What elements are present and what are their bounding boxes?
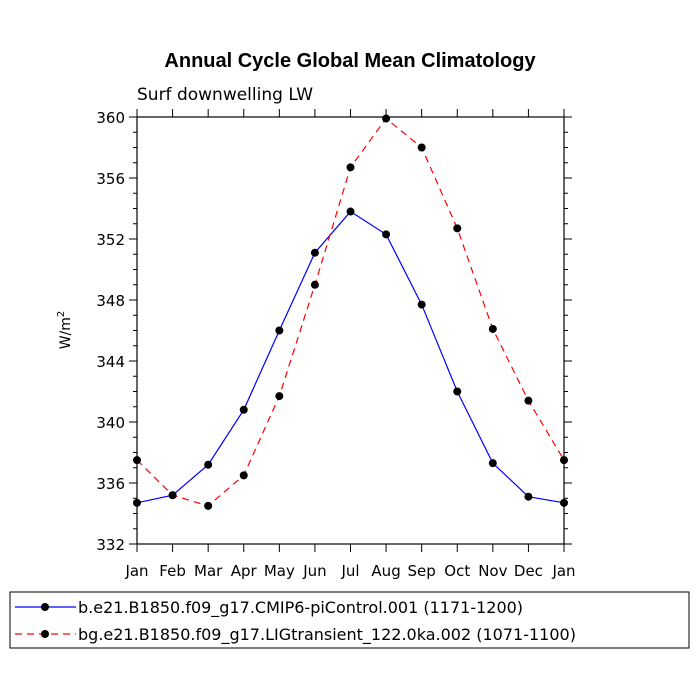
series-1-point xyxy=(453,387,462,396)
axis-ticks xyxy=(129,109,572,552)
y-tick-label: 344 xyxy=(96,353,125,371)
x-tick-labels: Jan Feb Mar Apr May Jun Jul Aug Sep Oct Nov Dec Jan xyxy=(124,562,575,580)
series-2-point xyxy=(560,456,568,465)
y-tick-label: 332 xyxy=(96,536,125,554)
series-1-point xyxy=(310,248,319,257)
x-tick-label: Nov xyxy=(478,562,507,580)
series-1-point xyxy=(524,492,533,501)
series-layer xyxy=(133,114,568,510)
series-line-1 xyxy=(136,210,565,504)
y-tick-labels: 332 336 340 344 348 352 356 360 xyxy=(96,109,125,554)
legend-marker-2 xyxy=(41,630,49,638)
y-axis-label-text: W/m xyxy=(58,317,74,349)
x-tick-label: Oct xyxy=(444,562,470,580)
x-tick-label: Aug xyxy=(371,562,400,580)
x-tick-label: Feb xyxy=(159,562,186,580)
x-tick-label: Jan xyxy=(551,562,575,580)
series-1-point xyxy=(417,300,426,309)
series-2-point xyxy=(453,224,462,233)
series-1-point xyxy=(133,498,141,507)
x-tick-label: Sep xyxy=(408,562,436,580)
series-2-point xyxy=(133,456,141,465)
y-tick-label: 352 xyxy=(96,231,125,249)
series-1-point xyxy=(239,405,248,414)
y-tick-label: 356 xyxy=(96,170,125,188)
x-tick-label: Dec xyxy=(514,562,543,580)
legend-label-2: bg.e21.B1850.f09_g17.LIGtransient_122.0k… xyxy=(78,625,576,645)
legend-label-1: b.e21.B1850.f09_g17.CMIP6-piControl.001 … xyxy=(78,598,523,618)
x-tick-label: Apr xyxy=(231,562,258,580)
chart-subtitle: Surf downwelling LW xyxy=(137,85,313,105)
series-2-point xyxy=(382,114,391,123)
series-1-point xyxy=(488,459,497,468)
y-tick-label: 336 xyxy=(96,475,125,493)
series-1-point xyxy=(382,230,391,239)
series-2-point xyxy=(275,392,284,401)
y-axis-label-superscript: 2 xyxy=(56,311,67,317)
series-2-point xyxy=(204,501,213,510)
series-2-point xyxy=(488,324,497,333)
series-2-point xyxy=(239,471,248,480)
legend-box xyxy=(9,591,690,649)
series-1-point xyxy=(346,207,355,216)
series-2-point xyxy=(524,396,533,405)
series-2-point xyxy=(346,163,355,172)
legend-marker-1 xyxy=(41,603,49,611)
y-axis-label: W/m2 xyxy=(56,311,74,350)
x-tick-label: Jul xyxy=(340,562,359,580)
x-tick-label: Jan xyxy=(124,562,148,580)
chart-title: Annual Cycle Global Mean Climatology xyxy=(164,50,536,72)
series-2-point xyxy=(310,280,319,289)
series-2-point xyxy=(168,491,177,500)
series-2-point xyxy=(417,143,426,152)
plot-frame xyxy=(136,116,565,545)
x-tick-label: Mar xyxy=(194,562,223,580)
series-1-point xyxy=(560,498,568,507)
series-line-2 xyxy=(136,117,565,507)
y-tick-label: 348 xyxy=(96,292,125,310)
series-1-point xyxy=(275,326,284,335)
x-tick-label: Jun xyxy=(302,562,326,580)
y-tick-label: 340 xyxy=(96,414,125,432)
legend: b.e21.B1850.f09_g17.CMIP6-piControl.001 … xyxy=(9,591,690,649)
x-tick-label: May xyxy=(264,562,295,580)
series-1-point xyxy=(204,460,213,469)
y-tick-label: 360 xyxy=(96,109,125,127)
